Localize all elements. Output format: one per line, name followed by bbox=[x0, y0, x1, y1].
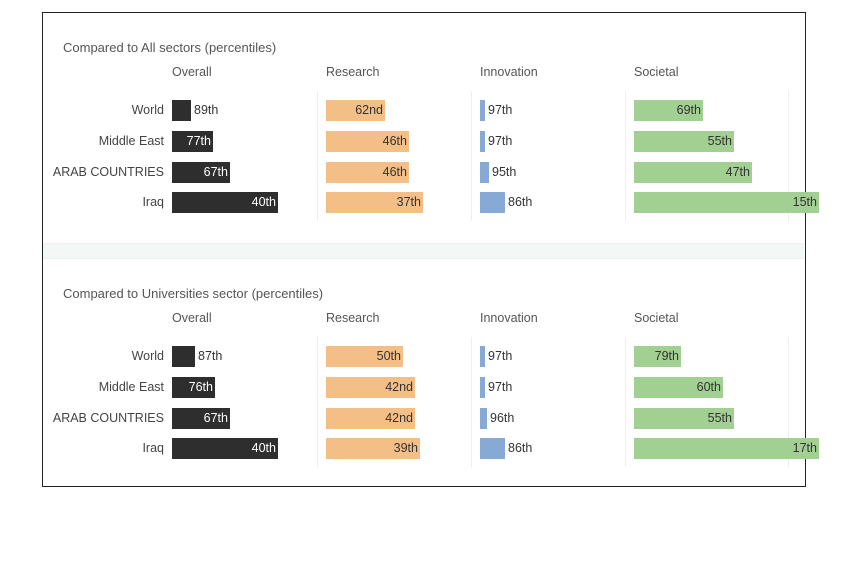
bar-label-research-iraq: 37th bbox=[396, 195, 421, 209]
bar-overall-middle-east bbox=[172, 377, 215, 398]
bar-overall-world bbox=[172, 346, 195, 367]
column-header-research: Research bbox=[326, 311, 380, 325]
bar-label-innovation-iraq: 86th bbox=[508, 195, 533, 209]
bar-label-overall-arab-countries: 67th bbox=[203, 165, 228, 179]
bar-label-research-arab-countries: 46th bbox=[382, 165, 407, 179]
bar-research-iraq bbox=[326, 438, 420, 459]
bar-innovation-iraq bbox=[480, 438, 505, 459]
bar-label-innovation-middle-east: 97th bbox=[488, 134, 513, 148]
bar-research-iraq bbox=[326, 192, 423, 213]
bar-label-societal-world: 79th bbox=[654, 349, 679, 363]
bar-innovation-arab-countries bbox=[480, 162, 489, 183]
row-label-middle-east: Middle East bbox=[98, 380, 164, 394]
bar-overall-arab-countries bbox=[172, 408, 230, 429]
bar-societal-world bbox=[634, 346, 681, 367]
column-divider bbox=[625, 337, 626, 467]
bar-research-arab-countries bbox=[326, 408, 415, 429]
bar-label-innovation-arab-countries: 96th bbox=[490, 411, 515, 425]
column-header-societal: Societal bbox=[634, 311, 679, 325]
bar-label-societal-iraq: 17th bbox=[792, 441, 817, 455]
column-divider bbox=[471, 91, 472, 221]
bar-research-world bbox=[326, 346, 403, 367]
panel-universities-sector: Compared to Universities sector (percent… bbox=[43, 259, 819, 485]
bar-label-societal-middle-east: 55th bbox=[707, 134, 732, 148]
bar-research-arab-countries bbox=[326, 162, 409, 183]
column-header-overall: Overall bbox=[172, 65, 212, 79]
bar-overall-middle-east bbox=[172, 131, 213, 152]
panel-title: Compared to All sectors (percentiles) bbox=[63, 40, 277, 55]
bar-label-innovation-iraq: 86th bbox=[508, 441, 533, 455]
bar-societal-middle-east bbox=[634, 131, 734, 152]
bar-label-overall-world: 89th bbox=[194, 103, 219, 117]
panel-all-sectors: Compared to All sectors (percentiles) Ove… bbox=[43, 13, 819, 243]
bar-label-overall-middle-east: 77th bbox=[186, 134, 211, 148]
column-header-research: Research bbox=[326, 65, 380, 79]
bar-label-research-arab-countries: 42nd bbox=[385, 411, 413, 425]
bar-research-middle-east bbox=[326, 131, 409, 152]
bar-societal-world bbox=[634, 100, 703, 121]
bar-label-societal-iraq: 15th bbox=[792, 195, 817, 209]
bar-label-research-middle-east: 46th bbox=[382, 134, 407, 148]
bar-label-innovation-world: 97th bbox=[488, 349, 513, 363]
bar-label-research-iraq: 39th bbox=[393, 441, 418, 455]
bar-overall-iraq bbox=[172, 192, 278, 213]
bar-research-middle-east bbox=[326, 377, 415, 398]
bar-label-societal-middle-east: 60th bbox=[696, 380, 721, 394]
bar-innovation-arab-countries bbox=[480, 408, 487, 429]
bar-label-societal-arab-countries: 55th bbox=[707, 411, 732, 425]
bar-societal-middle-east bbox=[634, 377, 723, 398]
bar-label-overall-world: 87th bbox=[198, 349, 223, 363]
bar-label-innovation-middle-east: 97th bbox=[488, 380, 513, 394]
bar-societal-arab-countries bbox=[634, 408, 734, 429]
column-divider bbox=[788, 91, 789, 221]
bar-label-research-world: 62nd bbox=[355, 103, 383, 117]
bar-innovation-iraq bbox=[480, 192, 505, 213]
bar-label-innovation-arab-countries: 95th bbox=[492, 165, 517, 179]
bar-overall-world bbox=[172, 100, 191, 121]
bar-societal-iraq bbox=[634, 438, 819, 459]
column-divider bbox=[317, 337, 318, 467]
bar-innovation-middle-east bbox=[480, 131, 485, 152]
bar-label-overall-arab-countries: 67th bbox=[203, 411, 228, 425]
row-label-iraq: Iraq bbox=[142, 195, 164, 209]
bar-label-innovation-world: 97th bbox=[488, 103, 513, 117]
bar-label-research-world: 50th bbox=[376, 349, 401, 363]
column-divider bbox=[625, 91, 626, 221]
bar-innovation-middle-east bbox=[480, 377, 485, 398]
bar-overall-arab-countries bbox=[172, 162, 230, 183]
bar-research-world bbox=[326, 100, 385, 121]
bar-label-overall-iraq: 40th bbox=[251, 441, 276, 455]
bar-societal-iraq bbox=[634, 192, 819, 213]
bar-societal-arab-countries bbox=[634, 162, 752, 183]
row-label-arab-countries: ARAB COUNTRIES bbox=[52, 411, 164, 425]
bar-innovation-world bbox=[480, 346, 485, 367]
bar-label-overall-iraq: 40th bbox=[251, 195, 276, 209]
column-header-societal: Societal bbox=[634, 65, 679, 79]
row-label-world: World bbox=[131, 349, 164, 363]
column-header-overall: Overall bbox=[172, 311, 212, 325]
panel-separator bbox=[43, 243, 804, 259]
row-label-middle-east: Middle East bbox=[98, 134, 164, 148]
row-label-world: World bbox=[131, 103, 164, 117]
bar-label-overall-middle-east: 76th bbox=[188, 380, 213, 394]
panel-title: Compared to Universities sector (percent… bbox=[63, 286, 324, 301]
row-label-arab-countries: ARAB COUNTRIES bbox=[52, 165, 164, 179]
column-header-innovation: Innovation bbox=[480, 65, 538, 79]
bar-label-societal-world: 69th bbox=[676, 103, 701, 117]
chart-frame: Compared to All sectors (percentiles) Ove… bbox=[42, 12, 819, 487]
column-divider bbox=[788, 337, 789, 467]
column-divider bbox=[471, 337, 472, 467]
bar-innovation-world bbox=[480, 100, 485, 121]
row-label-iraq: Iraq bbox=[142, 441, 164, 455]
bar-overall-iraq bbox=[172, 438, 278, 459]
bar-label-research-middle-east: 42nd bbox=[385, 380, 413, 394]
column-divider bbox=[317, 91, 318, 221]
bar-label-societal-arab-countries: 47th bbox=[725, 165, 750, 179]
column-header-innovation: Innovation bbox=[480, 311, 538, 325]
